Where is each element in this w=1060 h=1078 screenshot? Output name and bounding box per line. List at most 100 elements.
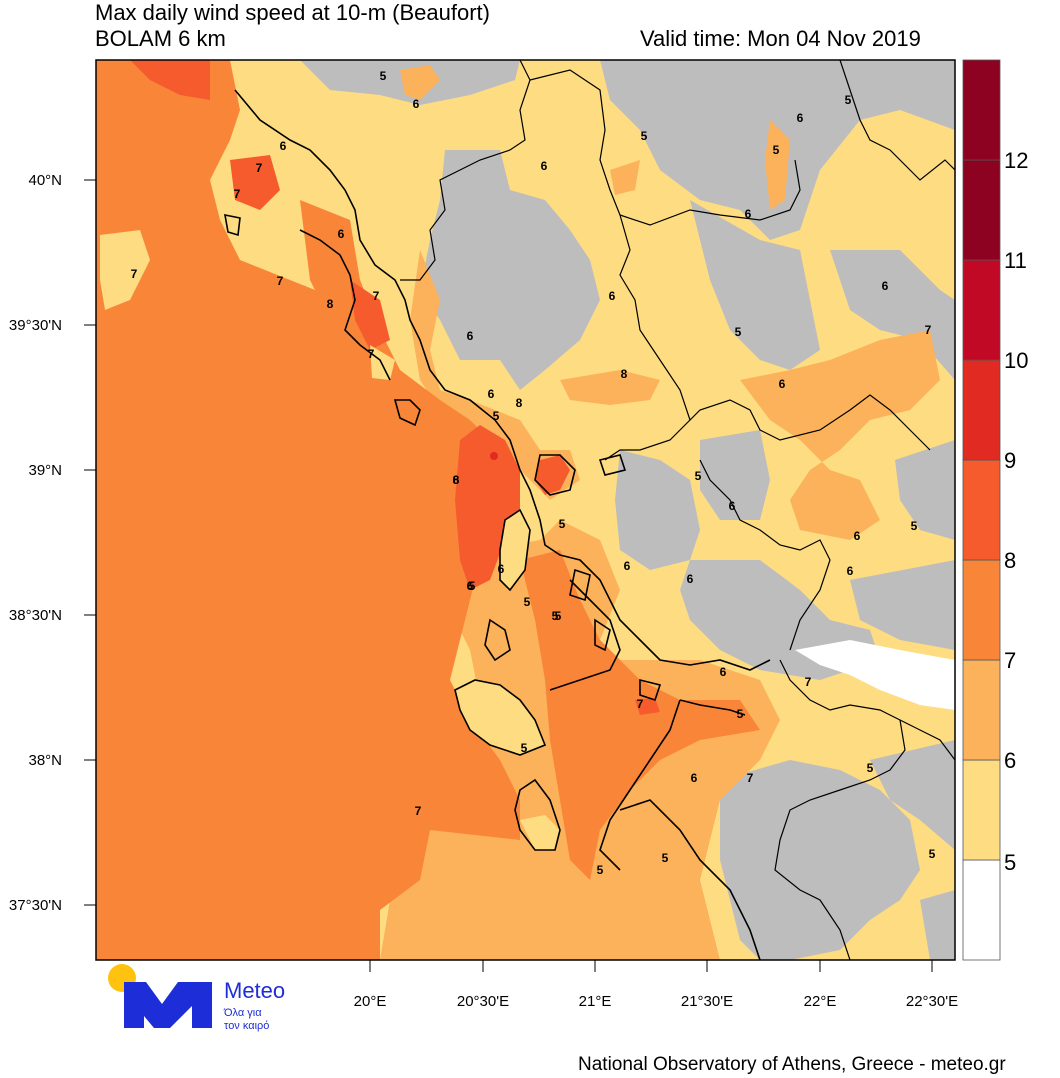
contour-label: 8 — [621, 367, 628, 381]
contour-label: 6 — [624, 559, 631, 573]
colorbar-swatch — [962, 759, 1001, 861]
contour-label: 5 — [845, 93, 852, 107]
lon-label: 20°30'E — [457, 993, 509, 1010]
contour-label: 5 — [559, 517, 566, 531]
level9-spot — [490, 452, 498, 460]
colorbar-label: 12 — [1004, 148, 1028, 173]
credit-line: National Observatory of Athens, Greece -… — [578, 1054, 1006, 1075]
contour-label: 6 — [280, 139, 287, 153]
contour-label: 6 — [847, 564, 854, 578]
contour-label: 7 — [131, 267, 138, 281]
contour-label: 6 — [797, 111, 804, 125]
contour-label: 6 — [720, 665, 727, 679]
contour-label: 6 — [541, 159, 548, 173]
map-frame — [95, 59, 956, 961]
lat-label: 37°30'N — [9, 897, 62, 914]
lat-ticks — [84, 179, 96, 906]
m-icon — [124, 982, 212, 1028]
contour-label: 5 — [929, 847, 936, 861]
wind-field: 5656567765667877676567866856556665665657… — [96, 60, 955, 960]
contour-label: 6 — [729, 499, 736, 513]
island-fill — [100, 230, 560, 850]
logo-tagline-2: τον καιρό — [224, 1020, 269, 1032]
contour-label: 5 — [521, 741, 528, 755]
lat-label: 39°N — [28, 462, 62, 479]
contour-label: 5 — [493, 409, 500, 423]
contour-label: 7 — [415, 804, 422, 818]
lon-label: 21°30'E — [681, 993, 733, 1010]
contour-label: 6 — [854, 529, 861, 543]
contour-label: 5 — [662, 851, 669, 865]
coastlines — [224, 89, 771, 960]
contour-label: 5 — [597, 863, 604, 877]
lon-label: 22°30'E — [906, 993, 958, 1010]
contour-label: 5 — [695, 469, 702, 483]
colorbar-label: 6 — [1004, 748, 1016, 773]
contour-label: 8 — [516, 396, 523, 410]
contour-label: 7 — [805, 675, 812, 689]
lon-label: 20°E — [354, 993, 387, 1010]
contour-label: 5 — [380, 69, 387, 83]
contour-label: 6 — [687, 572, 694, 586]
lon-label: 21°E — [579, 993, 612, 1010]
colorbar-label: 5 — [1004, 850, 1016, 875]
level7-sea — [96, 60, 520, 960]
colorbar-label: 9 — [1004, 448, 1016, 473]
contour-label: 6 — [467, 579, 474, 593]
lat-label: 39°30'N — [9, 317, 62, 334]
contour-label: 5 — [641, 129, 648, 143]
contour-label: 6 — [338, 227, 345, 241]
calm-region — [795, 640, 955, 710]
contour-label: 7 — [234, 187, 241, 201]
contour-label: 5 — [469, 579, 476, 593]
contour-label: 5 — [524, 595, 531, 609]
lon-label: 22°E — [804, 993, 837, 1010]
valid-time: Valid time: Mon 04 Nov 2019 — [640, 26, 921, 51]
colorbar-label: 8 — [1004, 548, 1016, 573]
contour-label: 7 — [747, 771, 754, 785]
contour-label: 6 — [691, 771, 698, 785]
contour-label: 6 — [882, 279, 889, 293]
colorbar-swatch — [962, 359, 1001, 461]
contour-label: 6 — [453, 473, 460, 487]
contour-label: 6 — [413, 97, 420, 111]
contour-label: 5 — [867, 761, 874, 775]
contour-label: 5 — [555, 609, 562, 623]
contour-label: 6 — [498, 562, 505, 576]
latitude-labels: 40°N 39°30'N 39°N 38°30'N 38°N 37°30'N — [9, 172, 62, 914]
contour-labels: 5656567765667877676567866856556665665657… — [131, 69, 936, 877]
colorbar-swatch — [962, 459, 1001, 561]
contour-label: 8 — [453, 473, 460, 487]
colorbar-swatch — [962, 659, 1001, 761]
colorbar-swatch — [962, 559, 1001, 661]
colorbar-label: 10 — [1004, 348, 1028, 373]
contour-label: 7 — [373, 289, 380, 303]
contour-label: 8 — [327, 297, 334, 311]
colorbar-label: 11 — [1004, 248, 1027, 273]
contour-label: 5 — [911, 519, 918, 533]
borders — [400, 60, 955, 960]
lat-label: 40°N — [28, 172, 62, 189]
lon-ticks — [369, 960, 933, 972]
longitude-labels: 20°E 20°30'E 21°E 21°30'E 22°E 22°30'E — [354, 993, 958, 1010]
contour-label: 7 — [925, 323, 932, 337]
contour-label: 5 — [737, 707, 744, 721]
colorbar-label: 7 — [1004, 648, 1016, 673]
lat-label: 38°30'N — [9, 607, 62, 624]
contour-label: 6 — [779, 377, 786, 391]
contour-label: 5 — [552, 609, 559, 623]
lat-label: 38°N — [28, 752, 62, 769]
contour-label: 7 — [256, 161, 263, 175]
colorbar: 5 6 7 8 9 10 11 12 — [962, 59, 1028, 961]
logo-brand: Meteo — [224, 978, 285, 1003]
contour-label: 7 — [277, 274, 284, 288]
level8-regions — [130, 60, 660, 715]
contour-label: 5 — [773, 143, 780, 157]
logo-tagline-1: Όλα για — [223, 1007, 262, 1019]
map-title: Max daily wind speed at 10-m (Beaufort) — [95, 0, 490, 25]
meteo-logo: Meteo Όλα για τον καιρό — [108, 964, 285, 1032]
contour-label: 6 — [467, 329, 474, 343]
colorbar-swatch — [962, 59, 1001, 161]
colorbar-swatch — [962, 859, 1001, 961]
